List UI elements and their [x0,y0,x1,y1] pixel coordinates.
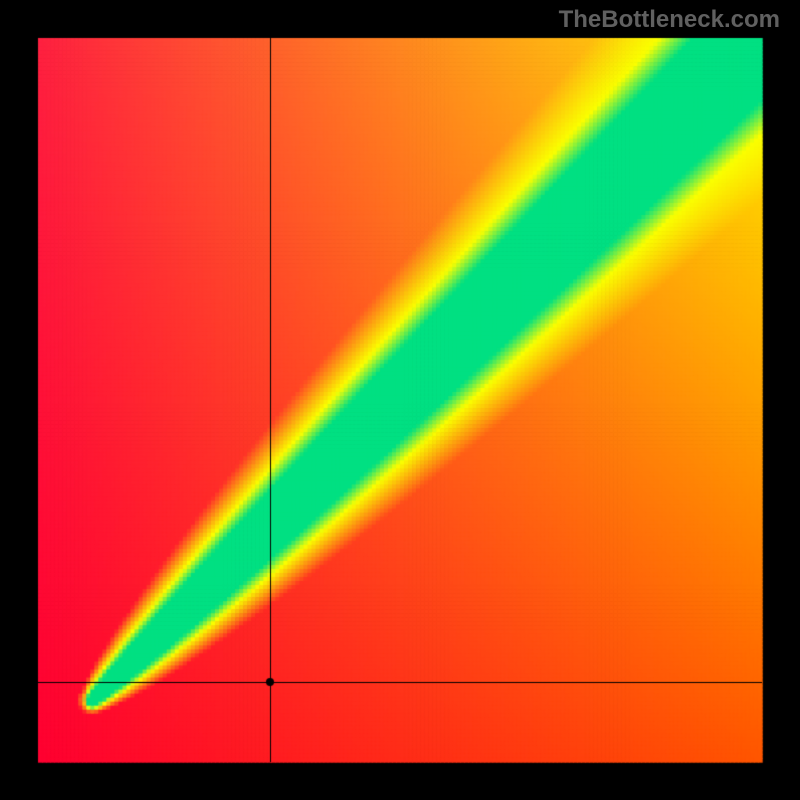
watermark-label: TheBottleneck.com [559,6,780,34]
heatmap-canvas [0,0,800,800]
chart-container: TheBottleneck.com [0,0,800,800]
